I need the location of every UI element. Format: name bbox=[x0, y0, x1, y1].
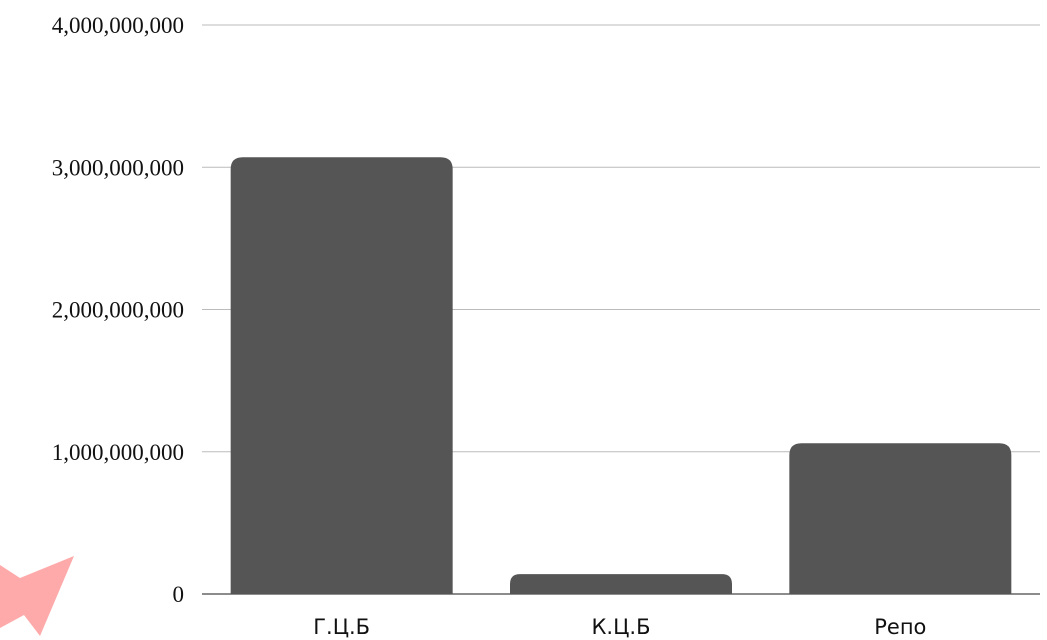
x-axis-tick-labels: Г.Ц.Б К.Ц.Б Репо bbox=[313, 615, 926, 639]
y-tick-label: 1,000,000,000 bbox=[52, 440, 184, 465]
bar-1 bbox=[230, 157, 453, 595]
y-tick-label: 4,000,000,000 bbox=[52, 13, 184, 38]
x-tick-label: Репо bbox=[874, 615, 926, 639]
bar-3 bbox=[789, 443, 1012, 594]
y-tick-label: 0 bbox=[173, 582, 185, 607]
arrow-decoration-icon bbox=[0, 556, 74, 636]
y-tick-label: 2,000,000,000 bbox=[52, 298, 184, 323]
bar-2 bbox=[510, 574, 732, 594]
x-tick-label: Г.Ц.Б bbox=[313, 615, 370, 639]
y-tick-label: 3,000,000,000 bbox=[52, 155, 184, 180]
y-axis-tick-labels: 0 1,000,000,000 2,000,000,000 3,000,000,000… bbox=[52, 13, 184, 607]
x-tick-label: К.Ц.Б bbox=[592, 615, 651, 639]
bars bbox=[230, 157, 1012, 595]
